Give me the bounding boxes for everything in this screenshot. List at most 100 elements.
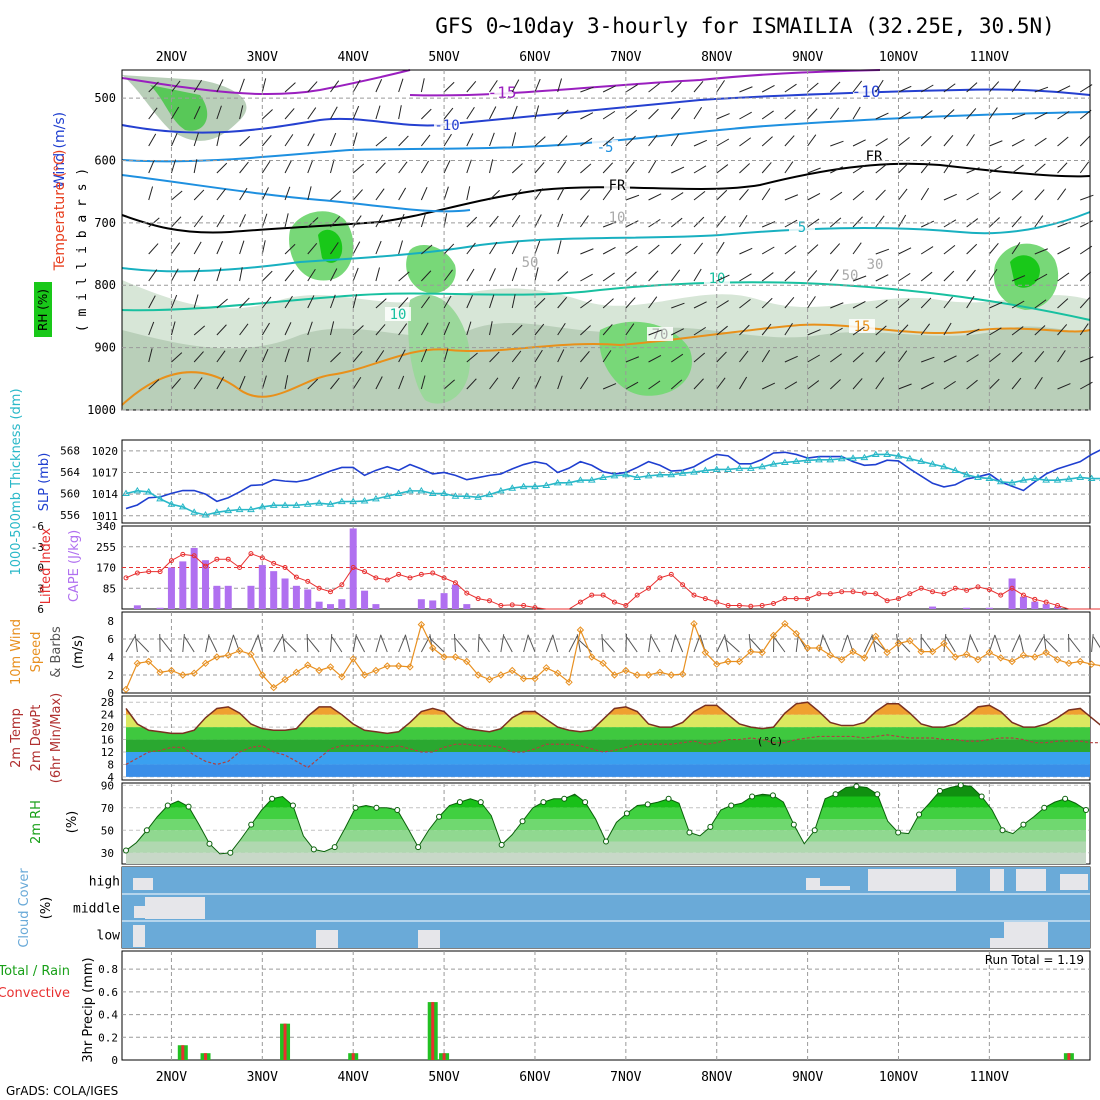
rh-point xyxy=(769,792,776,799)
wind-barb xyxy=(307,637,320,653)
upper-barb-staff xyxy=(1034,163,1046,174)
thickness-point xyxy=(951,466,960,474)
upper-barb-staff xyxy=(171,352,183,363)
upper-barb-staff xyxy=(830,166,844,174)
cape-tick-label: 170 xyxy=(96,562,116,575)
rh-point xyxy=(498,841,505,848)
upper-barb-staff xyxy=(830,353,842,363)
upper-barb-staff xyxy=(807,192,821,201)
upper-barb-staff xyxy=(807,108,818,120)
upper-barb-staff xyxy=(920,110,933,120)
rh-tick-label: 50 xyxy=(101,824,114,837)
wind-barb xyxy=(576,634,581,653)
upper-barb-staff xyxy=(625,356,640,363)
contour-label: 50 xyxy=(842,268,859,284)
cloud-low-patch xyxy=(316,930,338,948)
rh-point xyxy=(1062,795,1069,802)
upper-barb-staff xyxy=(511,376,520,390)
upper-barb-staff xyxy=(761,272,774,282)
upper-barb-staff xyxy=(739,163,751,174)
upper-barb-staff xyxy=(648,134,658,147)
upper-barb-staff xyxy=(1011,377,1022,390)
upper-barb-staff xyxy=(1057,324,1068,336)
thickness-point xyxy=(1030,474,1039,482)
upper-barb-staff xyxy=(852,275,867,282)
wind-barb xyxy=(135,638,150,653)
thickness-point xyxy=(417,486,426,494)
lifted-index-point xyxy=(191,553,197,559)
thk-tick-label: 560 xyxy=(60,488,80,501)
upper-barb-staff xyxy=(671,302,685,309)
upper-barb-staff xyxy=(557,187,565,201)
upper-barb-staff xyxy=(580,189,591,201)
upper-barb-staff xyxy=(670,379,683,390)
temp-ylabel-3: (6hr Min/Max) xyxy=(49,693,64,783)
upper-barb-staff xyxy=(170,133,178,147)
upper-barb-staff xyxy=(330,216,341,228)
thickness-point xyxy=(303,500,312,507)
temp-tick-label: 20 xyxy=(101,721,114,734)
upper-barb-staff xyxy=(807,270,818,282)
wind-speed-point xyxy=(519,674,528,683)
frame-precip xyxy=(121,950,1091,1061)
upper-barb-staff xyxy=(284,134,294,147)
lifted-index-point xyxy=(623,603,629,609)
wind-speed-point xyxy=(463,657,471,666)
upper-barb-staff xyxy=(352,325,364,336)
upper-barb-staff xyxy=(1080,356,1094,363)
upper-barb-staff xyxy=(216,188,226,201)
upper-barb-staff xyxy=(739,86,753,93)
wind-barb xyxy=(943,634,947,653)
upper-barb-staff xyxy=(330,377,340,390)
wind-barb xyxy=(670,634,677,653)
thickness-point xyxy=(769,460,778,467)
upper-barb-staff xyxy=(330,351,341,363)
upper-barb-staff xyxy=(989,165,1002,174)
wind-barb xyxy=(650,636,661,653)
upper-barb-staff xyxy=(1079,271,1092,282)
cape-bar xyxy=(451,584,459,609)
upper-barb-staff xyxy=(875,351,886,363)
upper-barb-staff xyxy=(761,136,773,147)
upper-barb-staff xyxy=(261,213,268,228)
cloud-low-patch xyxy=(990,938,1004,948)
cape-bar xyxy=(167,567,175,609)
wind-barb xyxy=(773,637,786,653)
contour-label-bg xyxy=(849,319,875,333)
cape-bar xyxy=(258,565,266,609)
precip-tick-label: 0 xyxy=(111,1054,118,1067)
upper-barb-staff xyxy=(1079,161,1090,174)
wind-speed-point xyxy=(258,671,267,679)
upper-barb-staff xyxy=(852,164,866,174)
upper-wind-barbs xyxy=(148,78,1094,390)
rh-band xyxy=(126,796,1086,808)
lifted-index-point xyxy=(180,551,186,557)
upper-barb-staff xyxy=(1034,350,1045,363)
wind-ylabel-2: Speed xyxy=(29,632,44,673)
date-label-bottom: 11NOV xyxy=(970,1070,1009,1085)
wind-ylabel-3: & Barbs xyxy=(49,626,64,678)
rh-legend-swatch xyxy=(34,282,52,337)
thickness-point xyxy=(247,505,255,513)
upper-barb-staff xyxy=(352,241,361,255)
cape-bar xyxy=(315,601,323,609)
upper-barb-staff xyxy=(284,186,291,201)
upper-barb-staff xyxy=(489,268,496,282)
upper-barb-staff xyxy=(943,380,956,390)
upper-barb-staff xyxy=(307,217,319,228)
upper-barb-staff xyxy=(943,219,957,228)
wind-barb xyxy=(453,633,456,653)
li-tick-label: 3 xyxy=(37,582,44,595)
lifted-index-point xyxy=(305,578,311,584)
upper-barb-staff xyxy=(716,300,729,309)
lifted-index-point xyxy=(134,570,140,576)
rh-point xyxy=(519,818,526,825)
lifted-index-point xyxy=(748,603,754,609)
lifted-index-point xyxy=(839,589,845,595)
upper-barb-staff xyxy=(534,105,540,120)
rh-point xyxy=(269,795,276,802)
wind-speed-point xyxy=(860,654,869,662)
upper-barb-staff xyxy=(989,352,1001,363)
lifted-index-point xyxy=(907,591,913,597)
upper-barb-staff xyxy=(330,106,338,120)
